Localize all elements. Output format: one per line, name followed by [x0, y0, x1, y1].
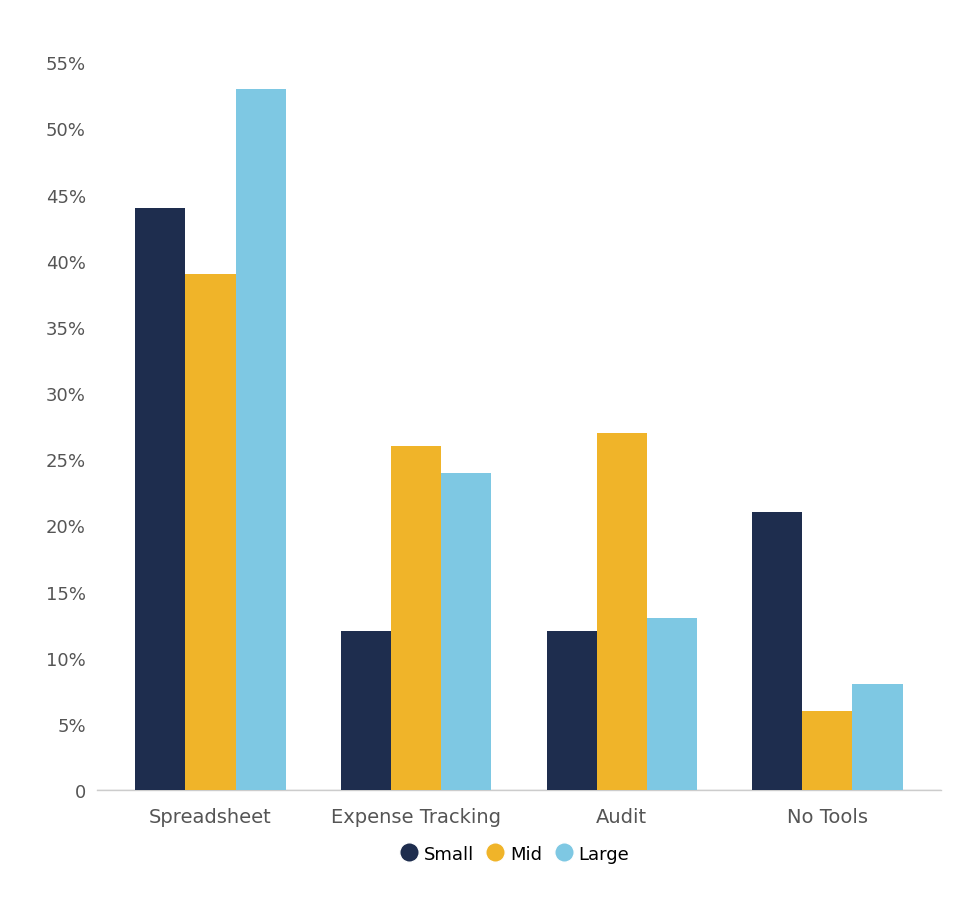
Bar — [235, 90, 285, 790]
Bar — [136, 209, 185, 790]
Bar — [596, 434, 646, 790]
Bar — [852, 685, 901, 790]
Bar — [341, 631, 391, 790]
Bar — [391, 447, 441, 790]
Bar — [185, 275, 235, 790]
Bar — [801, 711, 852, 790]
Bar — [547, 631, 596, 790]
Legend: Small, Mid, Large: Small, Mid, Large — [399, 835, 638, 872]
Bar — [752, 513, 801, 790]
Bar — [441, 473, 490, 790]
Bar — [646, 618, 696, 790]
